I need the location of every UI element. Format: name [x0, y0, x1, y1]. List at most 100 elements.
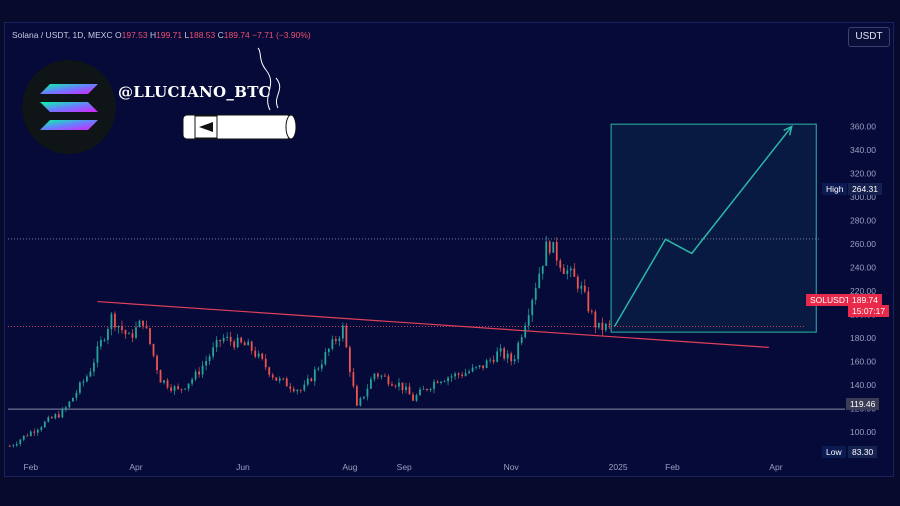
change-value: −7.71 (−3.90%)	[252, 30, 311, 40]
candle-body	[552, 241, 555, 253]
candle-body	[520, 337, 523, 343]
close-label: C	[217, 30, 224, 40]
cigar-drawing	[182, 47, 297, 140]
candle-body	[243, 342, 246, 346]
candle-body	[240, 337, 243, 343]
candle-body	[110, 313, 113, 330]
candle-body	[496, 351, 499, 362]
candle-body	[380, 375, 383, 377]
y-tick-label: 100.00	[850, 427, 876, 437]
candle-body	[306, 378, 309, 385]
candle-body	[247, 341, 250, 346]
candle-body	[222, 337, 225, 342]
candle-body	[201, 365, 204, 375]
candle-body	[226, 336, 229, 338]
candle-body	[198, 371, 201, 375]
candle-body	[457, 373, 460, 375]
cigar-tip	[285, 114, 297, 140]
candle-body	[19, 439, 22, 444]
candle-body	[534, 288, 537, 300]
candle-body	[559, 260, 562, 268]
close-value: 189.74	[223, 30, 250, 40]
candle-body	[450, 376, 453, 378]
candle-body	[562, 267, 565, 274]
candle-body	[85, 376, 88, 382]
candle-body	[194, 371, 197, 380]
low-tag-label: Low	[822, 446, 846, 458]
symbol-title: Solana / USDT, 1D, MEXC	[12, 30, 113, 40]
candle-body	[170, 387, 172, 391]
candle-body	[464, 373, 467, 377]
candle-body	[320, 364, 323, 369]
candle-body	[454, 373, 456, 377]
candle-body	[517, 342, 520, 360]
candle-body	[159, 370, 162, 383]
x-tick-label: Nov	[504, 462, 520, 472]
candle-body	[331, 339, 334, 349]
candle-body	[366, 388, 369, 397]
y-tick-label: 220.00	[850, 286, 876, 296]
y-axis: 100.00120.00140.00160.00180.00200.00220.…	[850, 122, 876, 438]
y-tick-label: 320.00	[850, 169, 876, 179]
candle-body	[566, 270, 569, 274]
candle-body	[107, 329, 109, 340]
candle-body	[503, 348, 506, 359]
candle-body	[510, 353, 513, 362]
candle-body	[40, 427, 43, 430]
candle-body	[289, 386, 292, 389]
candle-body	[8, 446, 11, 447]
candle-body	[292, 388, 295, 392]
x-tick-label: Feb	[23, 462, 38, 472]
y-tick-label: 240.00	[850, 263, 876, 273]
candle-body	[250, 341, 253, 351]
candle-body	[597, 322, 600, 328]
candle-body	[261, 353, 264, 359]
candle-body	[419, 389, 421, 396]
candle-body	[173, 386, 176, 391]
candle-body	[82, 381, 85, 383]
candle-body	[324, 352, 327, 365]
x-tick-label: 2025	[609, 462, 628, 472]
low-value: 188.53	[189, 30, 216, 40]
candle-body	[513, 359, 516, 362]
candle-body	[355, 386, 358, 406]
candle-body	[47, 417, 50, 422]
candle-body	[22, 435, 25, 440]
candle-body	[43, 421, 46, 428]
candle-body	[212, 347, 215, 357]
candle-body	[135, 327, 137, 338]
chart-frame	[4, 22, 894, 477]
candle-body	[57, 414, 60, 418]
target-box	[610, 123, 817, 333]
candle-body	[555, 241, 558, 261]
candle-body	[327, 348, 330, 353]
countdown-tag: 15:07:17	[848, 305, 890, 317]
smoke-line	[257, 47, 272, 111]
candle-body	[412, 394, 414, 401]
candle-body	[254, 350, 257, 357]
candle-body	[440, 381, 442, 384]
symbol-tag: SOLUSDT	[806, 294, 855, 306]
currency-button[interactable]: USDT	[848, 27, 890, 47]
candle-body	[489, 359, 492, 361]
candle-body	[370, 379, 372, 389]
candle-body	[117, 326, 120, 328]
candle-body	[12, 445, 15, 447]
candle-body	[275, 377, 278, 381]
candle-body	[348, 347, 351, 373]
candle-body	[384, 375, 386, 377]
candle-body	[405, 386, 407, 391]
candle-body	[96, 346, 99, 363]
candle-body	[278, 378, 281, 381]
y-tick-label: 140.00	[850, 380, 876, 390]
candle-body	[163, 380, 165, 383]
high-tag-value: 264.31	[848, 183, 882, 195]
y-tick-label: 180.00	[850, 333, 876, 343]
candle-body	[208, 356, 211, 361]
y-tick-label: 280.00	[850, 216, 876, 226]
y-tick-label: 300.00	[850, 192, 876, 202]
candle-body	[282, 378, 285, 380]
candle-body	[271, 374, 274, 378]
candle-body	[447, 377, 449, 382]
